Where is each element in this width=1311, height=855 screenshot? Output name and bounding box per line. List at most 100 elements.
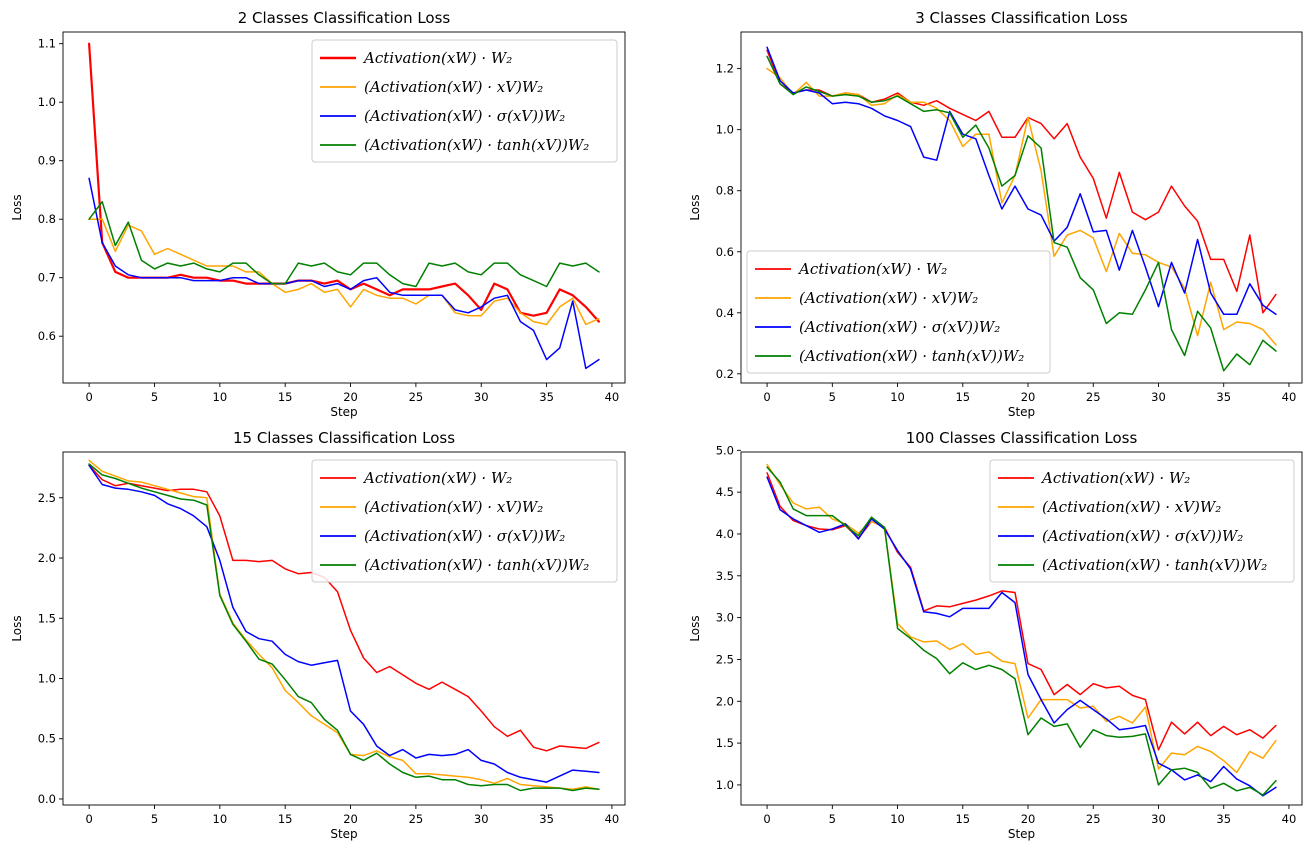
x-tick-label: 15 (278, 812, 293, 826)
y-axis-label: Loss (688, 194, 702, 220)
x-tick-label: 25 (1086, 812, 1101, 826)
x-axis-label: Step (1008, 405, 1035, 419)
series-line-4 (766, 466, 1277, 796)
y-tick-label: 2.5 (716, 652, 734, 666)
x-tick-label: 25 (409, 390, 424, 404)
y-tick-label: 4.0 (716, 527, 734, 541)
legend-box (311, 39, 618, 163)
legend-entry: Activation(xW) · W₂ (797, 260, 947, 278)
chart-title: 3 Classes Classification Loss (915, 9, 1128, 27)
legend-entry: (Activation(xW) · σ(xV))W₂ (364, 107, 565, 125)
series-group (88, 459, 600, 792)
legend: Activation(xW) · W₂ (Activation(xW) · xV)… (989, 459, 1295, 583)
x-tick-label: 35 (539, 390, 554, 404)
legend-box (746, 250, 1051, 374)
chart-title: 2 Classes Classification Loss (238, 9, 451, 27)
series-group (766, 46, 1277, 372)
series-line-3 (766, 46, 1277, 316)
plot-frame (740, 31, 1303, 384)
x-axis-label: Step (330, 405, 357, 419)
plot-frame (740, 451, 1303, 806)
chart-100-classes-loss: 0 5 10 15 20 25 30 35 40 1.0 1.5 2.0 2.5 3.0 3.5 4.0 4.5… (688, 429, 1303, 841)
x-tick-label: 40 (1282, 390, 1297, 404)
series-line-2 (88, 218, 600, 326)
series-line-1 (87, 42, 601, 323)
y-tick-label: 0.8 (38, 212, 56, 226)
y-tick-label: 1.0 (716, 778, 734, 792)
y-tick-label: 1.5 (38, 611, 56, 625)
legend-entry: (Activation(xW) · tanh(xV))W₂ (364, 556, 589, 574)
x-tick-label: 25 (409, 812, 424, 826)
x-tick-label: 5 (151, 390, 158, 404)
x-tick-label: 10 (890, 812, 905, 826)
y-tick-label: 1.1 (38, 37, 56, 51)
series-line-4 (766, 55, 1277, 372)
x-tick-label: 30 (1151, 390, 1166, 404)
y-tick-label: 0.7 (38, 271, 56, 285)
x-tick-label: 35 (539, 812, 554, 826)
legend: Activation(xW) · W₂ (Activation(xW) · xV)… (746, 250, 1051, 374)
y-axis-label: Loss (10, 194, 24, 220)
y-tick-label: 1.2 (716, 62, 734, 76)
chart-title: 100 Classes Classification Loss (906, 429, 1138, 447)
legend-entry: Activation(xW) · W₂ (362, 49, 512, 67)
y-tick-label: 2.0 (38, 551, 56, 565)
legend-entry: (Activation(xW) · σ(xV))W₂ (799, 318, 1000, 336)
x-tick-label: 40 (605, 390, 620, 404)
y-tick-label: 1.0 (38, 95, 56, 109)
legend-entry: (Activation(xW) · tanh(xV))W₂ (1042, 556, 1267, 574)
y-tick-label: 1.5 (716, 736, 734, 750)
y-tick-label: 5.0 (716, 443, 734, 457)
chart-3-classes-loss: 0 5 10 15 20 25 30 35 40 0.2 0.4 0.6 0.8 1.0 1.2 3 Clas… (688, 9, 1303, 419)
x-tick-label: 15 (955, 390, 970, 404)
x-tick-label: 35 (1216, 812, 1231, 826)
y-tick-label: 0.8 (716, 184, 734, 198)
x-tick-label: 10 (890, 390, 905, 404)
x-tick-label: 20 (343, 812, 358, 826)
y-axis-label: Loss (688, 615, 702, 641)
x-tick-label: 30 (1151, 812, 1166, 826)
x-axis-label: Step (1008, 827, 1035, 841)
x-tick-label: 5 (151, 812, 158, 826)
series-line-3 (88, 177, 600, 370)
series-line-4 (88, 463, 600, 792)
series-line-1 (88, 464, 600, 752)
x-tick-label: 5 (829, 812, 836, 826)
x-tick-label: 0 (763, 390, 770, 404)
legend-entry: (Activation(xW) · tanh(xV))W₂ (799, 347, 1024, 365)
chart-title: 15 Classes Classification Loss (233, 429, 455, 447)
x-tick-label: 15 (955, 812, 970, 826)
legend-entry: Activation(xW) · W₂ (1040, 469, 1190, 487)
legend-entry: (Activation(xW) · σ(xV))W₂ (1042, 527, 1243, 545)
legend-entry: (Activation(xW) · xV)W₂ (364, 78, 543, 96)
y-tick-label: 0.0 (38, 792, 56, 806)
series-line-2 (766, 67, 1277, 346)
chart-2-classes-loss: 0 5 10 15 20 25 30 35 40 0.6 0.7 0.8 0.9 1.0 1.1 2 Clas… (10, 9, 626, 419)
legend-entry: Activation(xW) · W₂ (362, 469, 512, 487)
legend-entry: (Activation(xW) · tanh(xV))W₂ (364, 136, 589, 154)
series-line-2 (766, 463, 1277, 774)
x-tick-label: 30 (474, 390, 489, 404)
x-tick-label: 0 (85, 812, 92, 826)
x-axis-label: Step (330, 827, 357, 841)
x-tick-label: 10 (213, 812, 228, 826)
x-tick-label: 10 (213, 390, 228, 404)
y-tick-label: 2.5 (38, 491, 56, 505)
legend: Activation(xW) · W₂ (Activation(xW) · xV)… (311, 459, 618, 583)
y-tick-label: 4.5 (716, 485, 734, 499)
legend: Activation(xW) · W₂ (Activation(xW) · xV)… (311, 39, 618, 163)
legend-entry: (Activation(xW) · σ(xV))W₂ (364, 527, 565, 545)
x-tick-label: 35 (1216, 390, 1231, 404)
y-tick-label: 0.9 (38, 154, 56, 168)
legend-entry: (Activation(xW) · xV)W₂ (364, 498, 543, 516)
series-group (766, 463, 1277, 797)
legend-box (311, 459, 618, 583)
series-group (87, 42, 601, 370)
y-tick-label: 0.5 (38, 732, 56, 746)
x-tick-label: 25 (1086, 390, 1101, 404)
y-tick-label: 3.5 (716, 569, 734, 583)
series-line-3 (88, 464, 600, 783)
x-tick-label: 20 (1021, 812, 1036, 826)
plot-frame (62, 31, 626, 384)
